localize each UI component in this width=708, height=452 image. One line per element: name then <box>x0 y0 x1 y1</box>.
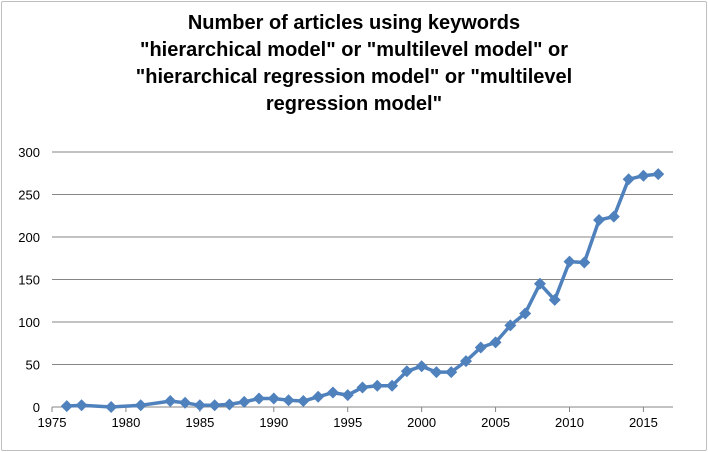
data-point-2012 <box>593 214 606 226</box>
x-tick-label-1995: 1995 <box>333 415 362 430</box>
data-point-2004 <box>474 341 487 354</box>
data-point-1994 <box>326 386 339 399</box>
y-tick-label-0: 0 <box>33 400 40 415</box>
data-point-2003 <box>460 355 472 368</box>
chart-title-line-4: regression model" <box>265 93 443 115</box>
y-tick-label-150: 150 <box>18 273 40 288</box>
data-point-2013 <box>607 210 620 223</box>
y-tick-label-250: 250 <box>18 188 40 203</box>
data-point-1984 <box>179 396 192 409</box>
data-point-2001 <box>430 366 443 379</box>
data-point-1996 <box>356 381 369 394</box>
data-point-1979 <box>105 401 118 413</box>
y-tick-label-100: 100 <box>18 315 40 330</box>
data-point-2006 <box>504 319 517 332</box>
data-point-1977 <box>75 399 88 412</box>
data-point-1993 <box>312 390 325 403</box>
data-point-1989 <box>253 392 265 405</box>
series-line-0 <box>66 172 659 409</box>
y-tick-label-300: 300 <box>18 145 40 160</box>
data-point-1990 <box>267 392 280 405</box>
data-point-1981 <box>134 399 147 412</box>
data-point-1985 <box>193 399 206 412</box>
data-point-1983 <box>164 395 177 408</box>
data-point-2016 <box>652 168 665 181</box>
data-point-1998 <box>386 379 399 392</box>
y-tick-label-200: 200 <box>18 230 40 245</box>
data-point-2011 <box>578 256 591 269</box>
data-point-1997 <box>371 379 384 392</box>
chart-title: Number of articles using keywords "hiera… <box>0 10 708 118</box>
y-tick-label-50: 50 <box>26 358 40 373</box>
data-point-2008 <box>533 277 546 290</box>
data-point-1987 <box>223 398 236 411</box>
data-point-2014 <box>622 173 635 186</box>
data-point-2000 <box>415 360 428 373</box>
data-point-2005 <box>489 336 502 349</box>
data-point-2010 <box>563 255 576 268</box>
data-point-1995 <box>341 389 354 402</box>
data-point-2007 <box>519 307 532 320</box>
data-point-1999 <box>400 365 413 378</box>
data-point-1991 <box>282 394 295 407</box>
chart-title-line-1: Number of articles using keywords <box>187 12 521 34</box>
x-tick-label-2000: 2000 <box>407 415 436 430</box>
x-tick-label-2015: 2015 <box>629 415 658 430</box>
data-point-1988 <box>238 395 251 408</box>
chart-title-line-3: "hierarchical regression model" or "mult… <box>135 66 573 88</box>
x-tick-label-1985: 1985 <box>185 415 214 430</box>
data-point-1992 <box>297 395 310 408</box>
x-tick-label-1980: 1980 <box>111 415 140 430</box>
data-point-2009 <box>548 293 561 306</box>
data-point-2015 <box>637 169 650 182</box>
x-tick-label-2005: 2005 <box>481 415 510 430</box>
x-tick-label-1990: 1990 <box>259 415 288 430</box>
x-tick-label-2010: 2010 <box>555 415 584 430</box>
data-point-1976 <box>60 400 73 413</box>
data-point-2002 <box>445 366 458 379</box>
data-point-1986 <box>208 399 221 412</box>
chart-title-line-2: "hierarchical model" or "multilevel mode… <box>139 39 569 61</box>
x-tick-label-1975: 1975 <box>38 415 67 430</box>
